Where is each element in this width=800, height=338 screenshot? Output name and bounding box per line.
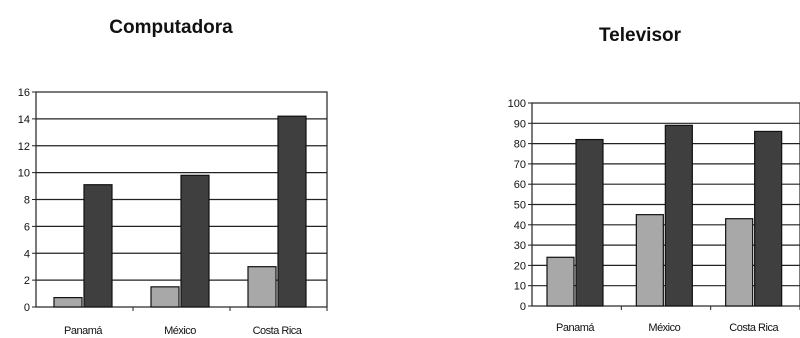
bar-light-2 (247, 266, 277, 308)
y-tick-label: 0 (520, 301, 526, 313)
chart-computadora: Computadora 0 2 4 6 8 10 12 14 16 Panamá México Cos… (18, 17, 328, 337)
y-tick-label: 90 (514, 118, 526, 130)
category-label: México (164, 325, 196, 337)
bar-light-2 (725, 218, 754, 307)
category-label: Panamá (64, 325, 103, 337)
bar-dark-0 (83, 184, 113, 308)
y-tick-label: 60 (514, 179, 526, 191)
chart-televisor: Televisor 0 10 20 30 40 50 60 70 80 90 100 Panamá Mé… (508, 25, 800, 334)
category-label: Panamá (556, 322, 595, 334)
y-tick-label: 8 (24, 195, 30, 207)
category-label: Costa Rica (253, 325, 303, 337)
y-tick-label: 20 (514, 260, 526, 272)
y-tick-label: 70 (514, 159, 526, 171)
bar-light-1 (150, 286, 180, 308)
y-tick-label: 6 (24, 221, 30, 233)
bar-dark-0 (575, 138, 604, 307)
category-label: Costa Rica (729, 322, 779, 334)
bar-dark-1 (664, 124, 693, 307)
y-tick-label: 16 (18, 87, 30, 99)
y-tick-label: 2 (24, 275, 30, 287)
y-tick-label: 12 (18, 141, 30, 153)
y-tick-label: 100 (508, 98, 526, 110)
bar-dark-1 (180, 174, 210, 308)
y-tick-label: 80 (514, 139, 526, 151)
y-tick-label: 4 (24, 248, 30, 260)
y-tick-label: 50 (514, 200, 526, 212)
bar-light-0 (53, 296, 83, 308)
chart-title: Computadora (109, 17, 233, 38)
y-tick-label: 10 (18, 168, 30, 180)
y-tick-label: 10 (514, 281, 526, 293)
bar-dark-2 (754, 130, 783, 307)
bar-light-1 (635, 214, 664, 307)
y-tick-label: 14 (18, 114, 30, 126)
y-tick-label: 40 (514, 220, 526, 232)
bar-light-0 (546, 256, 575, 307)
category-label: México (648, 322, 680, 334)
y-tick-label: 30 (514, 240, 526, 252)
bar-dark-2 (277, 115, 307, 308)
chart-title: Televisor (599, 25, 682, 46)
y-tick-label: 0 (24, 302, 30, 314)
